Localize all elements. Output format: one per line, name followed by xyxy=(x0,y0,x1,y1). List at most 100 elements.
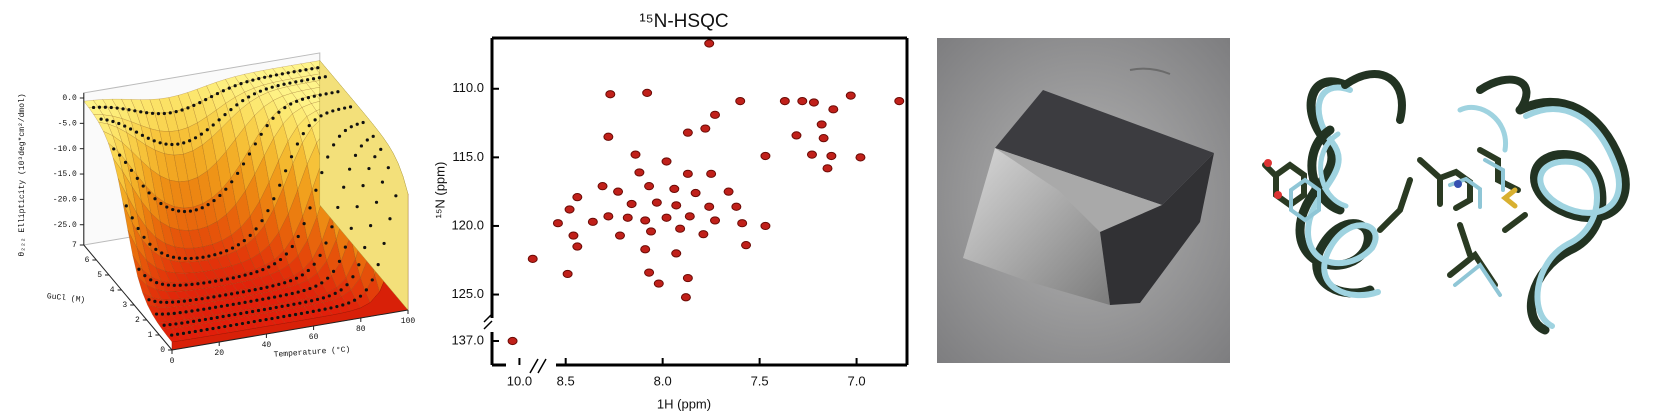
measurement-dot xyxy=(284,169,288,173)
peak xyxy=(806,150,817,159)
measurement-dot xyxy=(343,128,348,133)
measurement-dot xyxy=(374,200,379,204)
measurement-dot xyxy=(323,307,327,311)
measurement-dot xyxy=(352,298,357,302)
measurement-dot xyxy=(284,293,288,297)
y-tick-label: 5 xyxy=(97,271,102,280)
measurement-dot xyxy=(307,124,311,128)
measurement-dot xyxy=(283,281,287,285)
measurement-dot xyxy=(258,89,263,93)
measurement-dot xyxy=(208,306,212,310)
peak xyxy=(828,105,839,114)
measurement-dot xyxy=(147,298,151,302)
measurement-dot xyxy=(146,136,150,140)
measurement-dot xyxy=(310,67,314,71)
measurement-dot xyxy=(211,123,215,127)
measurement-dot xyxy=(282,82,286,86)
measurement-dot xyxy=(211,326,215,331)
measurement-dot xyxy=(349,125,353,129)
measurement-dot xyxy=(147,191,151,195)
measurement-dot xyxy=(266,209,270,213)
x-tick-label: 7.0 xyxy=(848,373,866,388)
z-tick-label: -25.0 xyxy=(53,221,77,230)
measurement-dot xyxy=(337,107,341,111)
measurement-dot xyxy=(148,242,152,246)
measurement-dot xyxy=(276,315,280,320)
measurement-dot xyxy=(319,114,323,118)
measurement-dot xyxy=(164,142,168,146)
measurement-dot xyxy=(304,300,308,304)
measurement-dot xyxy=(380,180,385,184)
measurement-dot xyxy=(329,306,333,310)
measurement-dot xyxy=(183,256,187,261)
measurement-dot xyxy=(382,241,386,246)
measurement-dot xyxy=(339,288,343,292)
y-tick-label: 4 xyxy=(110,286,115,295)
measurement-dot xyxy=(199,132,204,136)
z-tick-label: 0.0 xyxy=(62,94,77,103)
measurement-dot xyxy=(215,91,220,96)
measurement-dot xyxy=(335,304,339,309)
measurement-dot xyxy=(209,316,213,321)
measurement-dot xyxy=(317,76,322,80)
measurement-dot xyxy=(139,110,143,114)
y-tick-label: 7 xyxy=(72,241,77,250)
measurement-dot xyxy=(284,252,289,256)
measurement-dot xyxy=(217,325,221,330)
peak xyxy=(680,293,691,302)
peak xyxy=(669,184,680,194)
measurement-dot xyxy=(99,117,103,121)
peak xyxy=(710,110,721,119)
peak xyxy=(760,221,771,231)
measurement-dot xyxy=(290,244,294,249)
measurement-dot xyxy=(135,176,139,180)
measurement-dot xyxy=(168,111,172,115)
measurement-dot xyxy=(145,111,149,115)
measurement-dot xyxy=(160,312,165,316)
measurement-dot xyxy=(188,139,192,143)
measurement-dot xyxy=(236,243,241,247)
measurement-dot xyxy=(174,110,178,114)
measurement-dot xyxy=(348,167,352,171)
measurement-dot xyxy=(254,227,258,231)
measurement-dot xyxy=(294,80,298,84)
peak xyxy=(735,97,746,106)
measurement-dot xyxy=(156,112,161,116)
measurement-dot xyxy=(206,296,210,300)
measurement-dot xyxy=(305,310,309,315)
measurement-dot xyxy=(166,312,170,316)
measurement-dot xyxy=(109,105,113,110)
y-tick-label: 110.0 xyxy=(452,80,484,95)
measurement-dot xyxy=(320,281,324,285)
measurement-dot xyxy=(231,276,235,280)
measurement-dot xyxy=(314,188,318,192)
peak xyxy=(682,128,693,137)
measurement-dot xyxy=(299,311,304,316)
measurement-dot xyxy=(321,296,326,300)
measurement-dot xyxy=(208,280,212,284)
measurement-dot xyxy=(312,94,316,98)
measurement-dot xyxy=(221,314,225,319)
measurement-dot xyxy=(268,74,273,78)
measurement-dot xyxy=(203,317,208,322)
peak xyxy=(723,187,734,196)
peak xyxy=(634,168,645,177)
peak xyxy=(710,216,721,225)
peak xyxy=(568,231,579,240)
x-axis-title: Temperature (°C) xyxy=(273,345,350,359)
y-axis-title: GuCl (M) xyxy=(46,292,85,305)
measurement-dot xyxy=(224,293,228,297)
measurement-dot xyxy=(265,285,269,289)
measurement-dot xyxy=(243,273,247,277)
measurement-dot xyxy=(327,294,331,298)
measurement-dot xyxy=(264,87,268,91)
measurement-dot xyxy=(237,274,241,279)
peak xyxy=(640,216,651,225)
measurement-dot xyxy=(225,249,229,253)
measurement-dot xyxy=(91,105,96,110)
measurement-dot xyxy=(124,204,128,208)
measurement-dot xyxy=(152,139,156,143)
surface xyxy=(83,52,409,351)
peak xyxy=(626,199,637,209)
